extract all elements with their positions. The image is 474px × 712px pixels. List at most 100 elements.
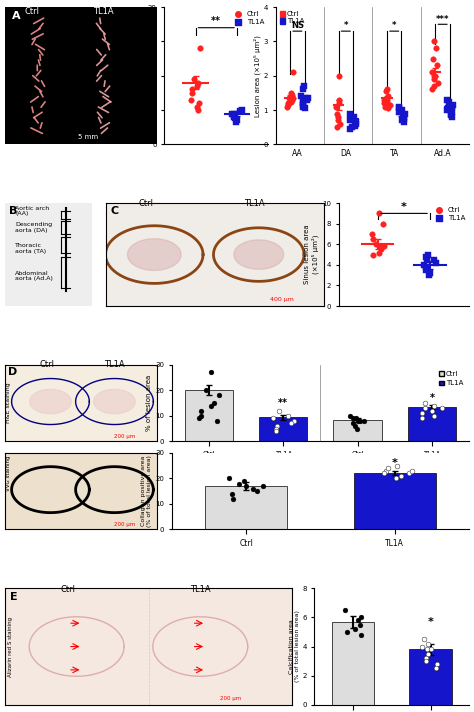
Point xyxy=(375,208,383,219)
Text: E: E xyxy=(10,592,18,602)
Point xyxy=(434,77,441,88)
Point xyxy=(375,247,383,258)
Point xyxy=(430,36,438,47)
Point xyxy=(398,115,406,126)
Bar xyxy=(332,622,374,705)
Polygon shape xyxy=(94,389,135,414)
Point xyxy=(383,84,391,95)
Point xyxy=(230,111,237,122)
Bar xyxy=(185,390,233,441)
Point xyxy=(368,229,376,240)
Point xyxy=(333,108,341,119)
Point xyxy=(383,465,390,476)
Point xyxy=(438,402,446,414)
Point xyxy=(187,94,195,105)
Point xyxy=(355,614,362,626)
Point xyxy=(401,108,409,119)
Point xyxy=(401,116,408,127)
Point xyxy=(380,468,387,479)
Point xyxy=(238,105,246,116)
Point xyxy=(432,663,440,674)
Point xyxy=(347,113,355,125)
Point xyxy=(419,413,426,424)
Point xyxy=(401,111,408,122)
Point xyxy=(443,105,450,116)
Point xyxy=(284,98,292,109)
Point xyxy=(430,254,438,266)
Point xyxy=(233,117,240,128)
Point xyxy=(287,88,295,99)
Polygon shape xyxy=(128,239,181,271)
Point xyxy=(398,105,406,116)
Point xyxy=(445,96,453,108)
Point xyxy=(194,77,202,88)
Point xyxy=(259,481,266,492)
Text: Ctrl: Ctrl xyxy=(25,7,40,16)
Point xyxy=(230,108,238,119)
Point xyxy=(215,389,223,401)
Point xyxy=(290,93,297,104)
Point xyxy=(430,73,438,85)
Point xyxy=(430,400,438,412)
Point xyxy=(337,118,344,130)
Point xyxy=(421,397,428,409)
Point xyxy=(355,415,362,426)
Point xyxy=(234,115,241,126)
Point xyxy=(346,108,354,119)
Point xyxy=(237,106,244,117)
Polygon shape xyxy=(30,389,71,414)
Point xyxy=(396,106,403,117)
Text: Ctrl: Ctrl xyxy=(138,199,153,208)
Point xyxy=(349,413,357,424)
Point xyxy=(395,103,402,114)
Point xyxy=(284,410,292,422)
Text: TL1A: TL1A xyxy=(190,585,210,594)
Point xyxy=(418,407,426,419)
Point xyxy=(231,112,239,124)
Point xyxy=(303,94,310,105)
Polygon shape xyxy=(234,240,283,269)
Point xyxy=(346,123,354,135)
Legend: Ctrl, TL1A: Ctrl, TL1A xyxy=(231,11,264,26)
Point xyxy=(428,644,435,655)
Point xyxy=(428,67,436,78)
Point xyxy=(422,264,430,276)
Point xyxy=(348,122,356,133)
Point xyxy=(269,413,276,424)
Bar xyxy=(334,419,382,441)
Point xyxy=(383,96,391,108)
Point xyxy=(207,400,215,412)
Text: **: ** xyxy=(211,16,221,26)
Point xyxy=(346,410,354,422)
Point xyxy=(370,234,377,245)
Point xyxy=(383,93,391,104)
Point xyxy=(229,493,237,505)
Point xyxy=(423,644,431,655)
Point xyxy=(228,488,236,499)
Point xyxy=(434,60,441,71)
Point xyxy=(422,261,430,273)
Text: *: * xyxy=(344,21,348,31)
Point xyxy=(386,99,393,110)
Text: *: * xyxy=(429,392,435,402)
Text: B: B xyxy=(9,206,18,216)
Point xyxy=(430,70,438,81)
Point xyxy=(384,90,392,102)
Point xyxy=(344,627,351,638)
Point xyxy=(349,418,357,429)
Point xyxy=(228,108,236,119)
Point xyxy=(420,634,428,645)
Point xyxy=(195,413,203,424)
Point xyxy=(285,93,293,104)
Text: VVG staining: VVG staining xyxy=(6,455,11,491)
Point xyxy=(273,420,281,431)
Y-axis label: Collagen positive area
(% of total lesion area): Collagen positive area (% of total lesio… xyxy=(141,455,152,527)
Point xyxy=(188,84,196,95)
Text: C: C xyxy=(111,206,119,216)
Point xyxy=(193,101,201,112)
Point xyxy=(351,120,359,131)
Point xyxy=(381,94,388,105)
Point xyxy=(392,473,400,484)
Point xyxy=(356,415,364,426)
Text: ***: *** xyxy=(436,14,449,23)
